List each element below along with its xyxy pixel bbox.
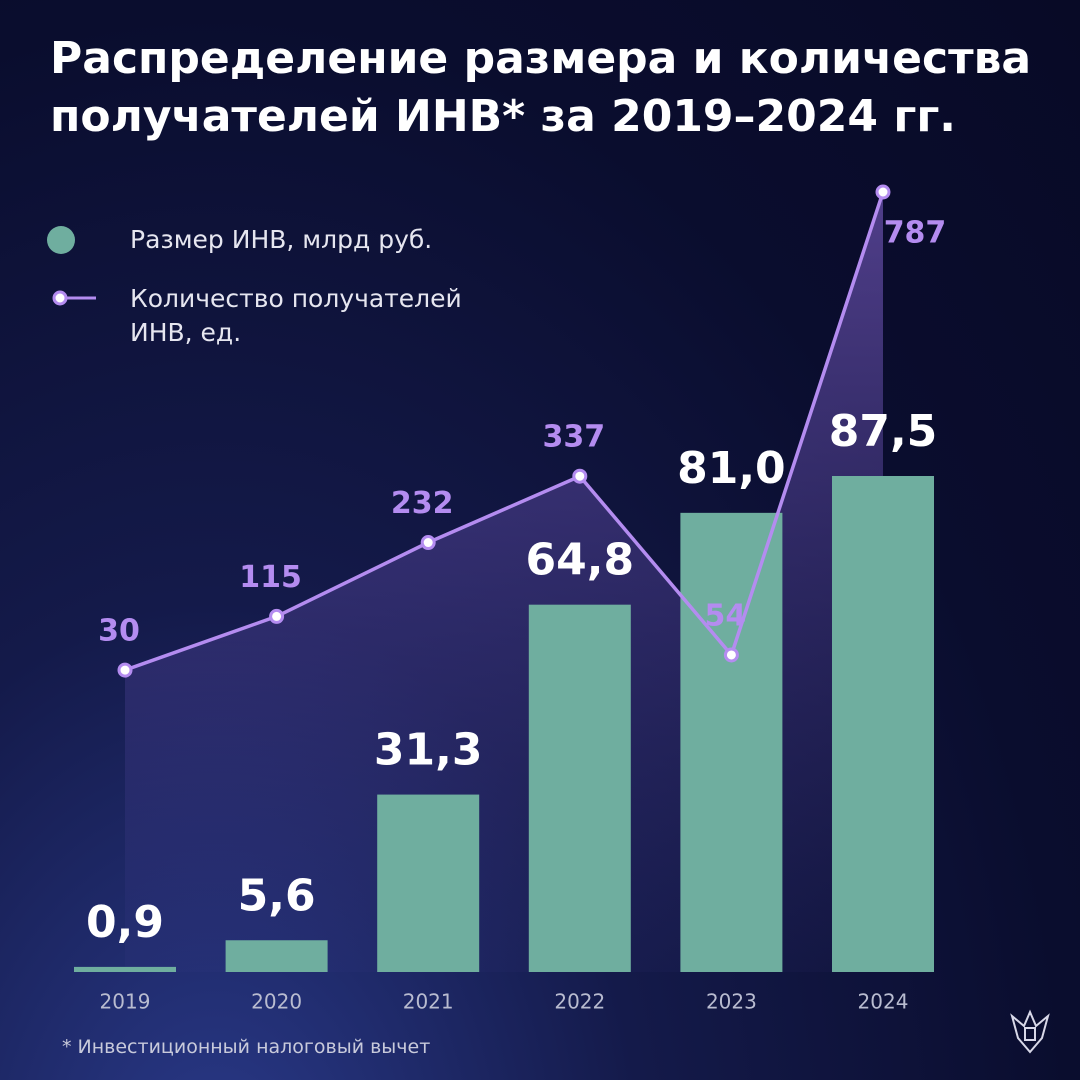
line-point <box>572 468 588 484</box>
bar-value-label: 0,9 <box>86 897 164 948</box>
bar-value-label: 64,8 <box>526 535 635 586</box>
line-point <box>117 662 133 678</box>
bar <box>680 512 783 972</box>
footnote: * Инвестиционный налоговый вычет <box>62 1036 431 1058</box>
line-point <box>420 535 436 551</box>
line-value-label: 337 <box>542 420 605 455</box>
line-value-label: 115 <box>239 560 302 595</box>
bar <box>74 966 176 972</box>
x-tick-label: 2023 <box>706 990 757 1014</box>
line-value-label: 787 <box>884 216 947 251</box>
legend-label: Размер ИНВ, млрд руб. <box>130 225 433 254</box>
bar <box>377 794 480 972</box>
bar <box>225 940 328 972</box>
line-value-label: 54 <box>705 598 747 633</box>
legend-marker <box>47 226 75 254</box>
x-tick-label: 2019 <box>100 990 151 1014</box>
line <box>124 191 885 672</box>
legend-marker <box>52 290 68 306</box>
chart-title: Распределение размера и количества получ… <box>50 33 1032 142</box>
line-point <box>723 647 739 663</box>
bar-value-label: 31,3 <box>374 725 483 776</box>
line-point <box>875 184 891 200</box>
line-value-label: 232 <box>391 486 454 521</box>
x-tick-label: 2022 <box>554 990 605 1014</box>
bar <box>832 475 934 972</box>
bar <box>528 604 631 972</box>
bar-value-label: 5,6 <box>238 870 316 921</box>
x-tick-label: 2024 <box>858 990 909 1014</box>
bar-value-label: 87,5 <box>829 406 938 457</box>
line-value-label: 30 <box>98 614 140 649</box>
line-point <box>269 608 285 624</box>
x-tick-label: 2021 <box>403 990 454 1014</box>
bar-value-label: 81,0 <box>677 443 786 494</box>
x-tick-label: 2020 <box>251 990 302 1014</box>
legend-label: Количество получателей ИНВ, ед. <box>130 284 462 347</box>
emblem <box>1010 1009 1050 1054</box>
